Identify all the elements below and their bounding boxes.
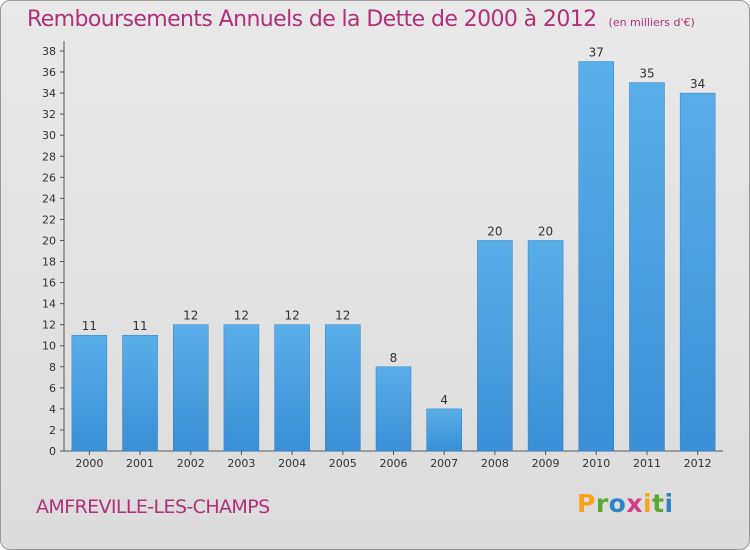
x-tick-label: 2010 [582, 457, 610, 470]
bar [223, 324, 260, 452]
bar [71, 334, 108, 452]
y-tick-label: 30 [42, 129, 56, 142]
brand-logo-letter: r [595, 489, 609, 518]
bar-value-label: 8 [390, 351, 398, 365]
y-tick-label: 20 [42, 234, 56, 247]
chart-title: Remboursements Annuels de la Dette de 20… [27, 7, 597, 32]
brand-logo-letter: i [643, 489, 653, 518]
bar [325, 324, 361, 452]
x-tick-label: 2007 [430, 457, 458, 470]
y-tick-label: 28 [42, 150, 56, 163]
y-tick-label: 26 [42, 171, 56, 184]
bar [122, 334, 158, 452]
x-tick-label: 2000 [75, 457, 103, 470]
bar-value-label: 11 [132, 319, 147, 333]
bar-value-label: 12 [234, 309, 249, 323]
chart-subtitle: (en milliers d'€) [608, 16, 695, 29]
bar [375, 366, 412, 452]
x-tick-label: 2003 [227, 457, 255, 470]
y-tick-label: 12 [42, 319, 56, 332]
x-tick-label: 2004 [278, 457, 306, 470]
y-tick-label: 8 [49, 361, 56, 374]
bar [426, 408, 462, 452]
bar-value-label: 34 [690, 77, 705, 91]
bar [679, 92, 716, 452]
bar [274, 324, 310, 452]
place-name: AMFREVILLE-LES-CHAMPS [36, 496, 270, 518]
x-tick-label: 2002 [177, 457, 205, 470]
brand-logo-letter: i [664, 489, 674, 518]
bar-value-label: 35 [639, 67, 654, 81]
title-block: Remboursements Annuels de la Dette de 20… [27, 7, 695, 32]
bar [477, 240, 513, 452]
y-tick-label: 32 [42, 108, 56, 121]
bar [527, 240, 564, 452]
y-tick-label: 6 [49, 382, 56, 395]
x-tick-label: 2009 [532, 457, 560, 470]
y-tick-label: 36 [42, 66, 56, 79]
bar [578, 61, 615, 452]
y-tick-label: 4 [49, 403, 56, 416]
bar-value-label: 12 [183, 309, 198, 323]
x-tick-label: 2011 [633, 457, 661, 470]
y-tick-label: 22 [42, 213, 56, 226]
x-tick-label: 2008 [481, 457, 509, 470]
brand-logo: Proxiti [577, 489, 674, 518]
brand-logo-letter: t [652, 489, 665, 518]
x-tick-label: 2001 [126, 457, 154, 470]
y-tick-label: 0 [49, 445, 56, 458]
y-tick-label: 10 [42, 340, 56, 353]
bar-value-label: 20 [538, 224, 553, 238]
brand-logo-letter: o [608, 489, 627, 518]
y-tick-label: 18 [42, 256, 56, 269]
x-tick-label: 2006 [380, 457, 408, 470]
x-tick-label: 2005 [329, 457, 357, 470]
y-tick-label: 2 [49, 424, 56, 437]
bar-value-label: 20 [487, 224, 502, 238]
bar [629, 82, 665, 452]
bar-value-label: 4 [440, 393, 448, 407]
brand-logo-letter: P [577, 489, 596, 518]
bar-value-label: 11 [82, 319, 97, 333]
bar-value-label: 12 [335, 309, 350, 323]
bar-value-label: 12 [284, 309, 299, 323]
y-tick-label: 24 [42, 192, 56, 205]
y-tick-label: 38 [42, 45, 56, 58]
bar [172, 324, 209, 452]
x-tick-label: 2012 [684, 457, 712, 470]
y-tick-label: 16 [42, 277, 56, 290]
y-tick-label: 14 [42, 298, 56, 311]
bar-value-label: 37 [589, 46, 604, 60]
brand-logo-letter: x [626, 489, 643, 518]
y-tick-label: 34 [42, 87, 56, 100]
